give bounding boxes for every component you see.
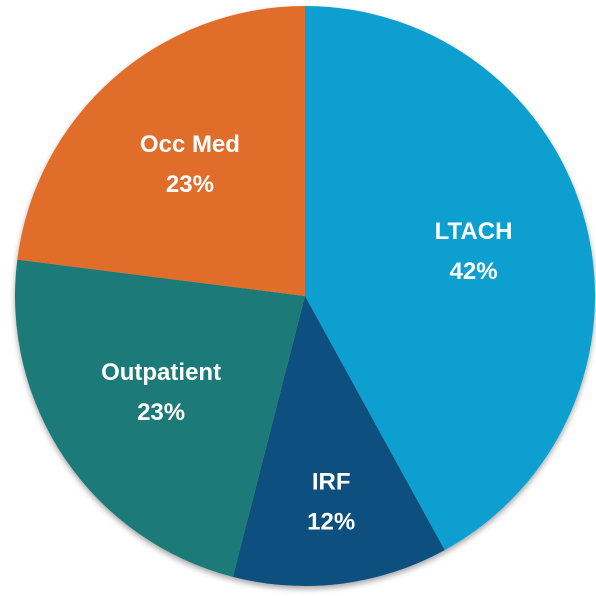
slice-value-label: 42% xyxy=(450,258,498,285)
pie-slice xyxy=(232,296,445,586)
pie-slice xyxy=(305,6,595,551)
slice-value-label: 12% xyxy=(307,508,355,535)
slice-label: IRF xyxy=(312,468,351,495)
slice-label: LTACH xyxy=(435,218,513,245)
slice-value-label: 23% xyxy=(137,399,185,426)
slice-label: Outpatient xyxy=(101,359,221,386)
pie xyxy=(15,6,595,586)
pie-slice xyxy=(17,6,305,296)
pie-slice xyxy=(15,259,306,577)
slice-label: Occ Med xyxy=(140,131,240,158)
slice-value-label: 23% xyxy=(166,171,214,198)
